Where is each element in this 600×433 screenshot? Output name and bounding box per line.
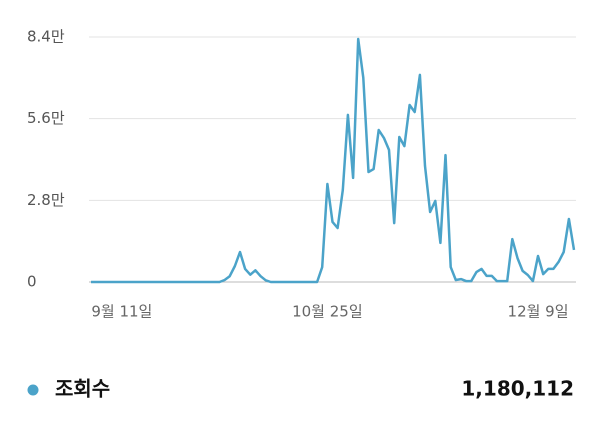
y-tick-label: 0 [27,273,37,291]
total: 1,180,112 [461,377,574,401]
x-tick-label: 10월 25일 [292,303,363,321]
legend-label: 조회수 [55,377,110,401]
line-series [91,37,576,284]
x-tick-label: 12월 9일 [508,303,569,321]
y-tick-label: 8.4만 [27,28,65,46]
legend-dot [27,384,39,396]
y-tick-label: 2.8만 [27,191,65,209]
y-tick-label: 5.6만 [27,109,65,127]
x-tick-label: 9월 11일 [91,303,152,321]
